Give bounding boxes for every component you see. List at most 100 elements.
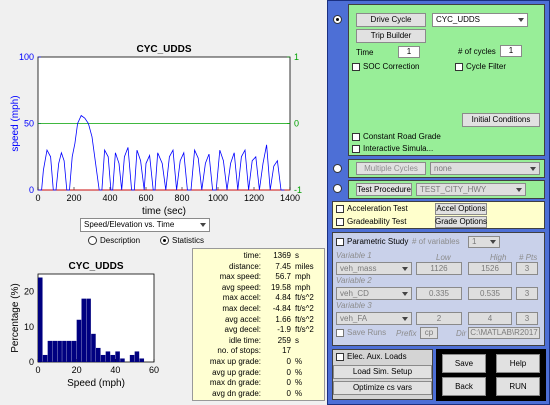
x-tick-label: 400 (102, 193, 117, 203)
plot-title: CYC_UDDS (68, 261, 123, 272)
label: Time (356, 48, 374, 57)
stat-label: avg up grade: (212, 367, 261, 377)
y-tick-label: 0 (29, 357, 34, 367)
pts-input[interactable]: 3 (516, 287, 538, 300)
stat-value: 0 (286, 367, 291, 377)
low-input[interactable]: 1126 (416, 262, 462, 275)
stat-label: no. of stops: (217, 346, 261, 356)
test-dropdown[interactable]: TEST_CITY_HWY (416, 183, 526, 196)
histogram-bar (96, 347, 101, 362)
label: Dir (456, 329, 467, 338)
multiple-dropdown[interactable]: none (430, 162, 540, 175)
help-button[interactable]: Help (496, 354, 540, 373)
optimize-button[interactable]: Optimize cs vars (333, 381, 432, 395)
grade-options-button[interactable]: Grade Options (434, 216, 488, 228)
grade-checkbox[interactable]: Constant Road Grade (352, 133, 441, 141)
histogram-bar (120, 358, 125, 362)
low-input[interactable]: 2 (416, 312, 462, 325)
variable-dropdown[interactable]: veh_CD (336, 287, 412, 300)
cycles-input[interactable]: 1 (500, 45, 522, 57)
stat-label: idle time: (228, 335, 261, 345)
y-tick-label: 100 (19, 52, 34, 62)
save-button[interactable]: Save (442, 354, 486, 373)
stat-value: 17 (282, 346, 291, 356)
y2-tick-label: 0 (294, 119, 299, 129)
radio-drive-cycle[interactable] (333, 15, 342, 24)
test-procedure-button[interactable]: Test Procedure (356, 183, 412, 196)
drive-cycle-button[interactable]: Drive Cycle (356, 13, 426, 27)
stat-unit: % (295, 367, 303, 377)
stat-value: 0 (286, 357, 291, 366)
multiple-cycles-button[interactable]: Multiple Cycles (356, 162, 426, 175)
high-input[interactable]: 4 (468, 312, 512, 325)
grade-test-checkbox[interactable]: Gradeability Test (336, 218, 406, 226)
filter-checkbox[interactable]: Cycle Filter (455, 63, 506, 71)
prefix-input[interactable]: cp (420, 327, 438, 339)
histogram-bar (71, 340, 77, 362)
stat-unit: % (295, 388, 303, 398)
x-tick-label: 600 (138, 193, 153, 203)
x-tick-label: 200 (66, 193, 81, 203)
high-input[interactable]: 0.535 (468, 287, 512, 300)
low-input[interactable]: 0.335 (416, 287, 462, 300)
variable-dropdown[interactable]: veh_mass (336, 262, 412, 275)
high-input[interactable]: 1526 (468, 262, 512, 275)
time-input[interactable]: 1 (398, 46, 420, 58)
x-tick-label: 20 (72, 365, 82, 375)
accel-options-button[interactable]: Accel Options (435, 203, 487, 215)
column-header: Low (436, 253, 451, 262)
plot-title: CYC_UDDS (136, 44, 191, 55)
load-setup-button[interactable]: Load Sim. Setup (333, 365, 432, 379)
plot-dropdown[interactable]: Speed/Elevation vs. Time (80, 218, 210, 232)
cycle-dropdown[interactable]: CYC_UDDS (432, 13, 528, 27)
variable-dropdown[interactable]: veh_FA (336, 312, 412, 325)
save-runs-checkbox[interactable]: Save Runs (336, 329, 386, 337)
stat-unit: s (295, 335, 299, 345)
x-tick-label: 0 (35, 193, 40, 203)
histogram-bar (86, 298, 91, 362)
back-button[interactable]: Back (442, 377, 486, 396)
pts-input[interactable]: 3 (516, 262, 538, 275)
stat-unit: miles (295, 261, 314, 271)
accel-checkbox[interactable]: Acceleration Test (336, 205, 408, 213)
stat-value: 56.7 (275, 272, 291, 282)
radio-description[interactable] (88, 236, 97, 245)
radio-test[interactable] (333, 184, 342, 193)
stat-label: max accel: (222, 293, 261, 303)
y-axis-label: speed (mph) (10, 95, 21, 151)
radio-statistics[interactable] (160, 236, 169, 245)
run-button[interactable]: RUN (496, 377, 540, 396)
histogram-bar (47, 340, 53, 362)
stat-value: -1.9 (277, 325, 291, 335)
dir-input[interactable]: C:\MATLAB\R2017 (468, 327, 540, 339)
stat-label: avg accel: (224, 314, 261, 324)
num-dropdown[interactable]: 1 (468, 236, 500, 248)
elec-checkbox[interactable]: Elec. Aux. Loads (336, 353, 407, 361)
pts-input[interactable]: 3 (516, 312, 538, 325)
stat-label: distance: (228, 261, 261, 271)
speed-line (38, 114, 285, 191)
histogram-bar (105, 351, 111, 362)
parametric-checkbox[interactable]: Parametric Study (336, 238, 408, 246)
x-tick-label: 1200 (244, 193, 264, 203)
histogram-bar (52, 340, 58, 362)
stat-value: 1.66 (275, 314, 291, 324)
histogram-bar (139, 358, 145, 362)
y-tick-label: 50 (24, 119, 34, 129)
statistics-panel: time: 1369 s distance: 7.45 miles max speed: 56… (192, 248, 325, 401)
radio-multiple[interactable] (333, 164, 342, 173)
stat-value: 4.84 (275, 293, 291, 303)
interactive-checkbox[interactable]: Interactive Simula... (352, 145, 433, 153)
y-axis-label: Percentage (%) (10, 283, 21, 352)
soc-checkbox[interactable]: SOC Correction (352, 63, 419, 71)
x-tick-label: 1400 (280, 193, 300, 203)
stat-label: max dn grade: (209, 378, 261, 388)
stat-unit: ft/s^2 (295, 325, 314, 335)
x-tick-label: 1000 (208, 193, 228, 203)
stat-label: avg dn grade: (212, 388, 261, 398)
initial-conditions-button[interactable]: Initial Conditions (462, 113, 540, 127)
y-tick-label: 10 (24, 322, 34, 332)
x-tick-label: 0 (35, 365, 40, 375)
trip-builder-button[interactable]: Trip Builder (356, 29, 426, 43)
